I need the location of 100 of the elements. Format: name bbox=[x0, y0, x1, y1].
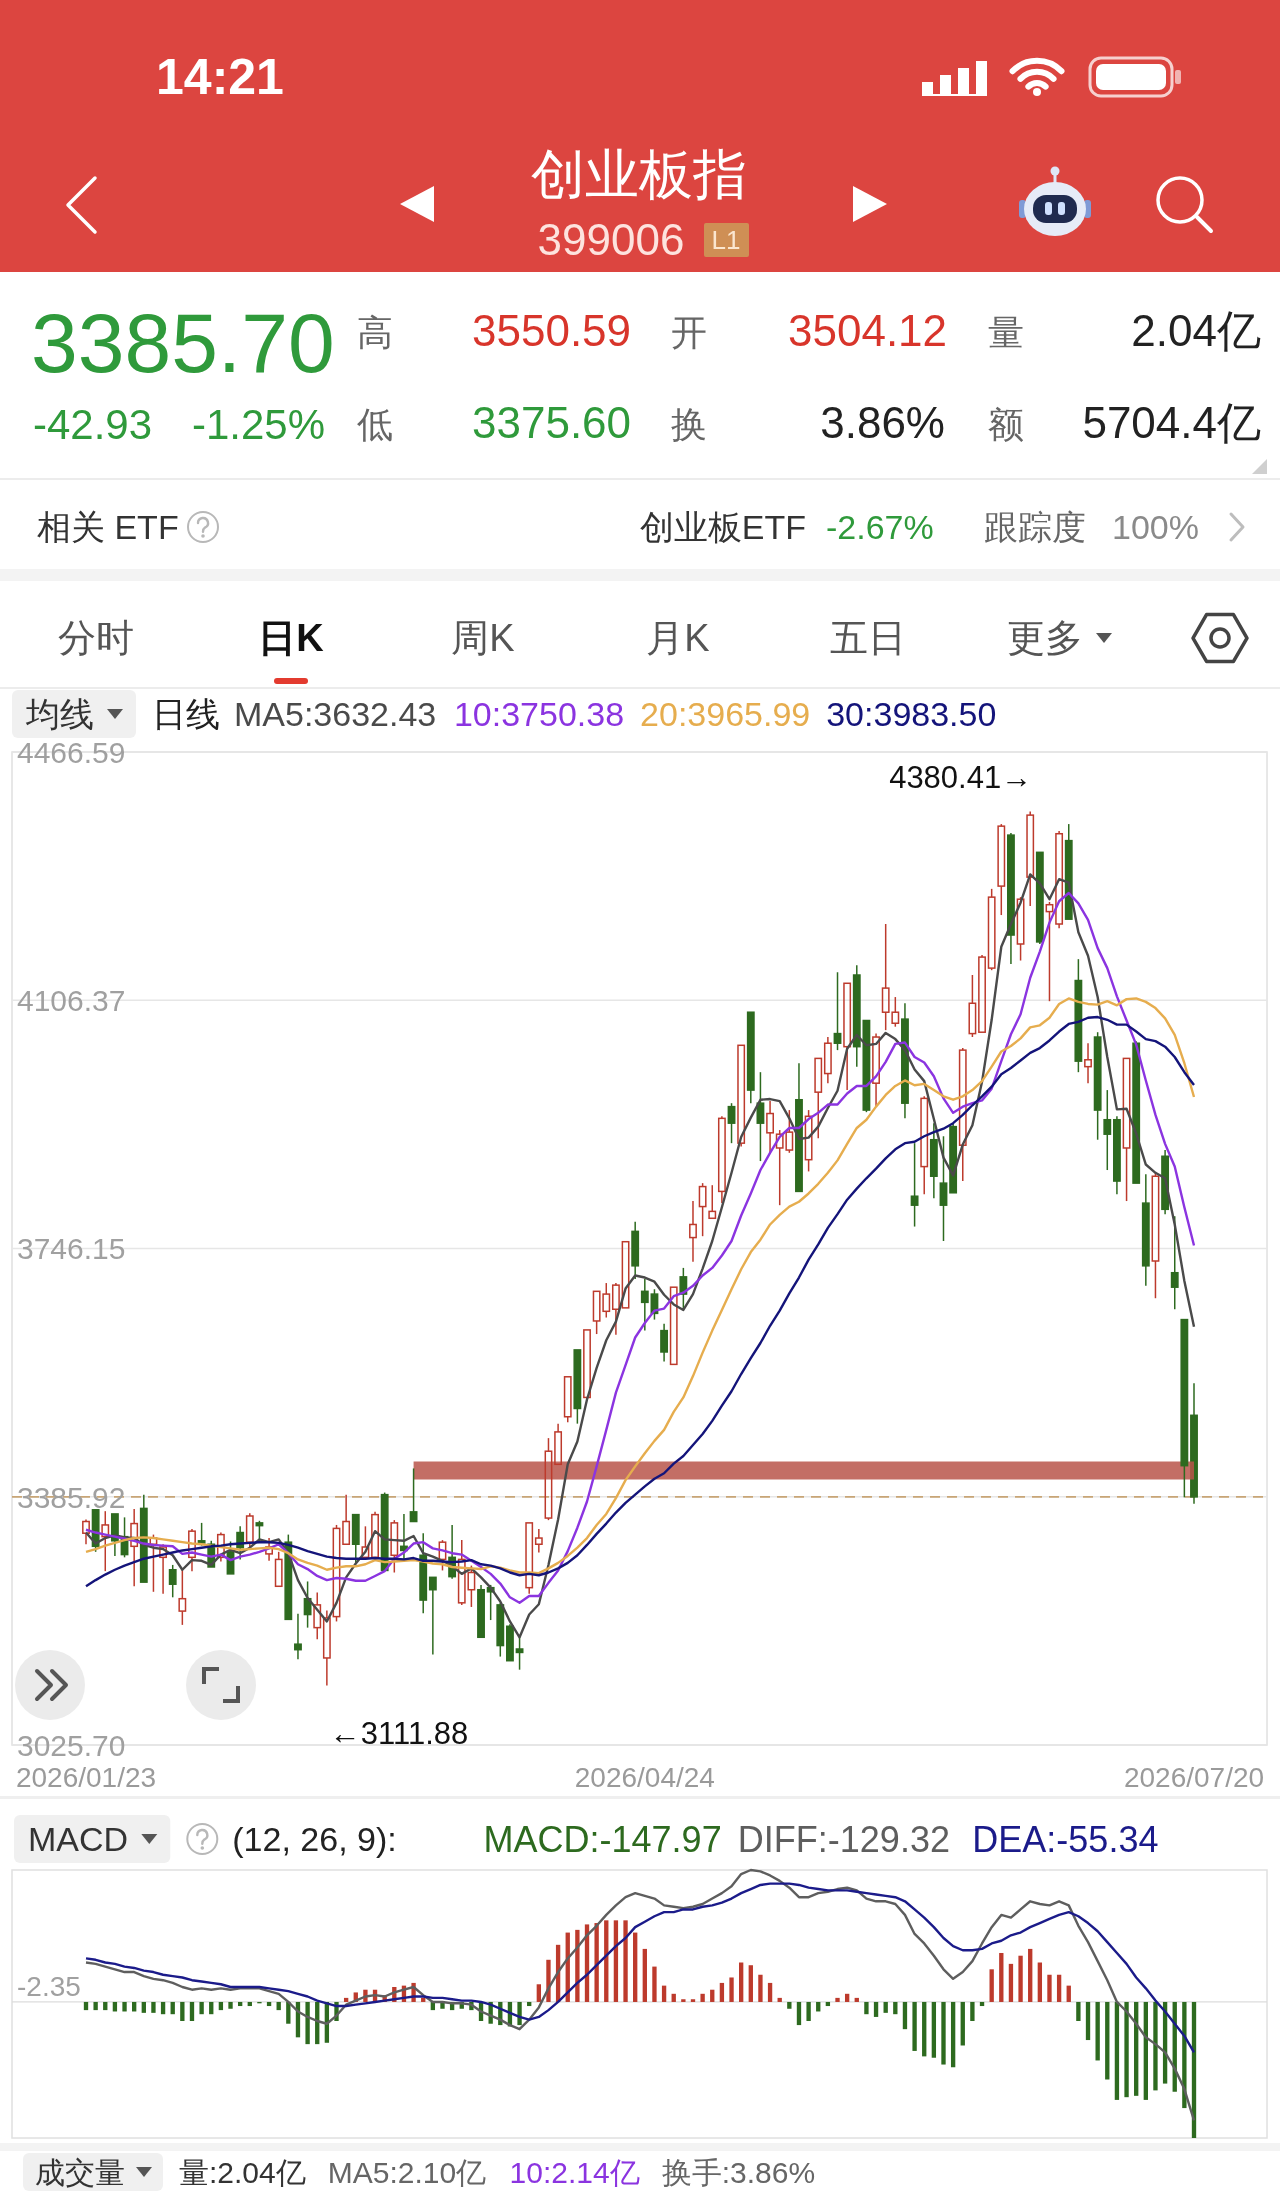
candlestick bbox=[737, 1044, 746, 1148]
bar bbox=[536, 1984, 541, 2002]
text: MA5:3632.43 bbox=[234, 695, 437, 733]
bar bbox=[787, 2001, 792, 2009]
candlestick bbox=[419, 1532, 428, 1614]
text: 量:2.04亿 bbox=[179, 2155, 306, 2189]
candlestick bbox=[428, 1576, 437, 1656]
text: 低 bbox=[357, 403, 393, 445]
bar bbox=[652, 1966, 657, 2002]
bar bbox=[633, 1932, 638, 2002]
legend-title: (12, 26, 9): bbox=[232, 1820, 397, 1858]
annotation: 4380.41→ bbox=[889, 759, 1033, 795]
text: 399006 bbox=[537, 214, 685, 264]
text: 10:2.14亿 bbox=[509, 2155, 640, 2189]
bar bbox=[844, 1993, 850, 2002]
text: -1.25% bbox=[192, 400, 326, 448]
bar bbox=[864, 2001, 869, 2015]
bar bbox=[170, 2001, 175, 2015]
text: 日K bbox=[258, 617, 325, 659]
text: -42.93 bbox=[33, 400, 153, 448]
bar bbox=[893, 2001, 898, 2015]
bar bbox=[1076, 2001, 1081, 2022]
candlestick bbox=[1026, 810, 1035, 907]
x-tick-label: 2026/07/20 bbox=[1123, 1761, 1265, 1793]
bar bbox=[931, 2001, 937, 2058]
candlestick bbox=[82, 1518, 90, 1545]
candlestick bbox=[554, 1422, 563, 1466]
bar bbox=[873, 2001, 879, 2017]
text: 分时 bbox=[58, 617, 134, 659]
y-tick-label: 3025.70 bbox=[17, 1728, 126, 1762]
bar bbox=[1056, 1974, 1062, 2002]
legend-title: 日线 bbox=[152, 695, 220, 733]
text: 成交量 bbox=[35, 2155, 125, 2189]
bar bbox=[796, 2001, 802, 2026]
annotation: ←3111.88 bbox=[329, 1715, 469, 1751]
bar bbox=[748, 1965, 753, 2002]
candlestick bbox=[814, 1057, 823, 1140]
y-tick-label: 4106.37 bbox=[17, 983, 126, 1017]
bar bbox=[922, 2001, 927, 2057]
candlestick bbox=[534, 1528, 543, 1554]
bar bbox=[690, 1999, 696, 2002]
bar bbox=[719, 1982, 725, 2002]
candlestick bbox=[265, 1537, 273, 1562]
candlestick bbox=[409, 1467, 418, 1523]
bar bbox=[883, 2001, 888, 2013]
candlestick bbox=[1190, 1382, 1198, 1505]
bar bbox=[970, 2001, 975, 2022]
bar bbox=[806, 2001, 811, 2022]
candlestick bbox=[1122, 1057, 1131, 1202]
text: 更多 bbox=[1007, 617, 1083, 659]
text: 2.04亿 bbox=[1131, 305, 1261, 355]
candlestick bbox=[708, 1184, 717, 1220]
text: MACD:-147.97 bbox=[483, 1818, 722, 1860]
bar bbox=[122, 2001, 127, 2012]
candlestick bbox=[920, 1095, 929, 1195]
bar bbox=[1124, 2001, 1129, 2098]
y-tick-label: 3746.15 bbox=[17, 1232, 126, 1265]
text: 跟踪度 bbox=[984, 508, 1086, 546]
bar bbox=[1095, 2001, 1100, 2061]
text: 100% bbox=[1112, 508, 1199, 546]
bar bbox=[180, 2001, 185, 2022]
text: 3.86% bbox=[820, 397, 945, 447]
text: DEA:-55.34 bbox=[972, 1818, 1159, 1860]
bar bbox=[1008, 1963, 1014, 2002]
bar bbox=[1085, 2001, 1091, 2041]
candlestick bbox=[477, 1584, 485, 1639]
bar bbox=[1018, 1955, 1023, 2002]
bar bbox=[209, 2001, 214, 2015]
candlestick bbox=[313, 1591, 322, 1641]
bar bbox=[218, 2001, 224, 2011]
bar bbox=[681, 1999, 686, 2002]
text: 换手:3.86% bbox=[661, 2155, 816, 2189]
text: 月K bbox=[646, 617, 710, 659]
bar bbox=[141, 2001, 146, 2013]
candlestick bbox=[1170, 1215, 1179, 1310]
candlestick bbox=[1055, 830, 1064, 929]
bar bbox=[739, 1962, 744, 2002]
bar bbox=[199, 2001, 204, 2015]
text: 额 bbox=[988, 403, 1024, 445]
candlestick bbox=[939, 1135, 948, 1242]
candlestick bbox=[1141, 1173, 1150, 1287]
candlestick bbox=[717, 1115, 726, 1204]
chart-title: MACD bbox=[28, 1820, 129, 1858]
text: 换 bbox=[671, 403, 707, 445]
bar bbox=[1153, 2001, 1158, 2091]
candlestick bbox=[525, 1522, 534, 1595]
text: 创业板ETF bbox=[639, 508, 806, 546]
candlestick bbox=[843, 982, 852, 1091]
bar bbox=[950, 2001, 956, 2068]
bar bbox=[594, 1923, 599, 2002]
x-tick-label: 2026/01/23 bbox=[15, 1761, 157, 1793]
text: 14:21 bbox=[156, 49, 284, 105]
text: 开 bbox=[671, 311, 707, 353]
bar bbox=[93, 2001, 98, 2011]
candlestick bbox=[766, 1100, 774, 1154]
bar bbox=[1047, 1974, 1052, 2002]
bar bbox=[912, 2001, 917, 2051]
text: MA5:2.10亿 bbox=[327, 2155, 487, 2189]
bar bbox=[989, 1969, 994, 2002]
bar bbox=[151, 2001, 156, 2013]
